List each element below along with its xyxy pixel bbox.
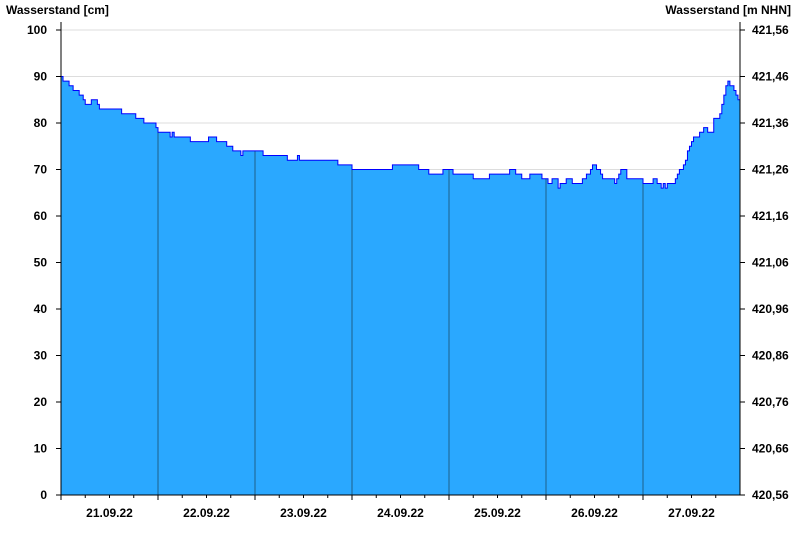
y-tick-label-right: 420,66 bbox=[752, 442, 789, 456]
y-tick-label-right: 420,56 bbox=[752, 488, 789, 502]
axes bbox=[56, 22, 745, 500]
y-tick-label-left: 40 bbox=[34, 302, 48, 316]
y-axis-left-title: Wasserstand [cm] bbox=[6, 3, 109, 17]
y-tick-label-right: 420,76 bbox=[752, 395, 789, 409]
y-tick-label-right: 421,36 bbox=[752, 116, 789, 130]
y-tick-label-left: 0 bbox=[40, 488, 47, 502]
y-tick-label-left: 80 bbox=[34, 116, 48, 130]
day-dividers bbox=[157, 132, 644, 495]
y-tick-label-right: 421,06 bbox=[752, 256, 789, 270]
y-tick-label-left: 90 bbox=[34, 70, 48, 84]
y-tick-label-left: 30 bbox=[34, 349, 48, 363]
x-tick-label: 25.09.22 bbox=[474, 506, 521, 520]
water-level-area bbox=[61, 76, 740, 495]
water-level-line bbox=[61, 76, 741, 189]
x-tick-label: 23.09.22 bbox=[280, 506, 327, 520]
x-tick-label: 27.09.22 bbox=[668, 506, 715, 520]
y-tick-label-right: 420,86 bbox=[752, 349, 789, 363]
y-tick-label-left: 10 bbox=[34, 442, 48, 456]
y-tick-label-left: 60 bbox=[34, 209, 48, 223]
y-tick-label-right: 421,26 bbox=[752, 163, 789, 177]
y-tick-label-left: 70 bbox=[34, 163, 48, 177]
y-tick-label-right: 421,46 bbox=[752, 70, 789, 84]
x-tick-labels: 21.09.22 22.09.22 23.09.22 24.09.22 25.09.22… bbox=[86, 506, 715, 520]
y-tick-label-right: 420,96 bbox=[752, 302, 789, 316]
y-tick-label-right: 421,16 bbox=[752, 209, 789, 223]
y-tick-label-right: 421,56 bbox=[752, 23, 789, 37]
y-tick-label-left: 50 bbox=[34, 256, 48, 270]
y-axis-right-title: Wasserstand [m NHN] bbox=[665, 3, 791, 17]
x-tick-label: 24.09.22 bbox=[377, 506, 424, 520]
y-tick-label-left: 100 bbox=[27, 23, 47, 37]
x-tick-label: 21.09.22 bbox=[86, 506, 133, 520]
y-tick-label-left: 20 bbox=[34, 395, 48, 409]
x-tick-label: 26.09.22 bbox=[571, 506, 618, 520]
y-tick-labels: 0 420,56 10 420,66 20 420,76 30 420,86 40 420,96 5… bbox=[27, 23, 789, 502]
x-tick-label: 22.09.22 bbox=[183, 506, 230, 520]
